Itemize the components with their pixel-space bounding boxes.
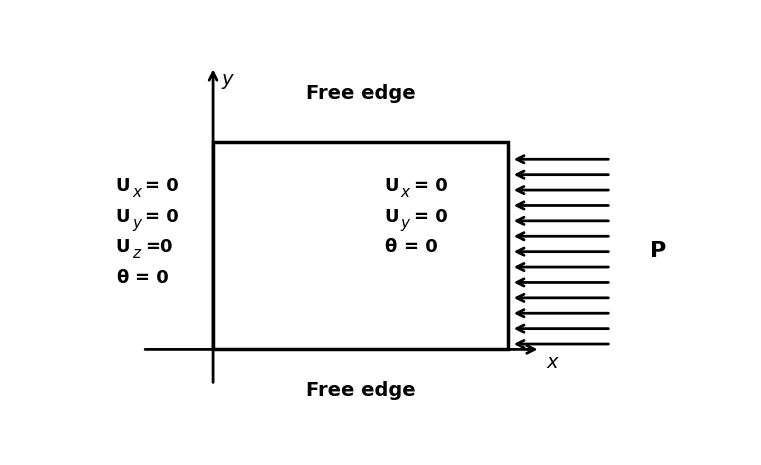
Text: Free edge: Free edge	[306, 84, 416, 103]
Text: = 0: = 0	[135, 269, 169, 287]
Text: x: x	[546, 353, 558, 372]
Text: x: x	[400, 186, 409, 200]
Text: x: x	[132, 186, 142, 200]
Text: =0: =0	[145, 239, 173, 256]
Bar	[213, 142, 508, 349]
Text: Free edge: Free edge	[306, 381, 416, 400]
Text: U: U	[384, 178, 399, 195]
Text: y: y	[222, 70, 234, 89]
Text: U: U	[384, 208, 399, 226]
Text: U: U	[116, 208, 130, 226]
Text: θ: θ	[384, 239, 396, 256]
Text: = 0: = 0	[403, 239, 438, 256]
Text: = 0: = 0	[414, 208, 447, 226]
Text: U: U	[116, 239, 130, 256]
Text: y: y	[400, 216, 409, 231]
Text: = 0: = 0	[145, 208, 179, 226]
Text: z: z	[132, 246, 140, 261]
Text: y: y	[132, 216, 142, 231]
Text: P: P	[650, 241, 667, 261]
Text: U: U	[116, 178, 130, 195]
Text: = 0: = 0	[414, 178, 447, 195]
Text: θ: θ	[116, 269, 128, 287]
Text: = 0: = 0	[145, 178, 179, 195]
